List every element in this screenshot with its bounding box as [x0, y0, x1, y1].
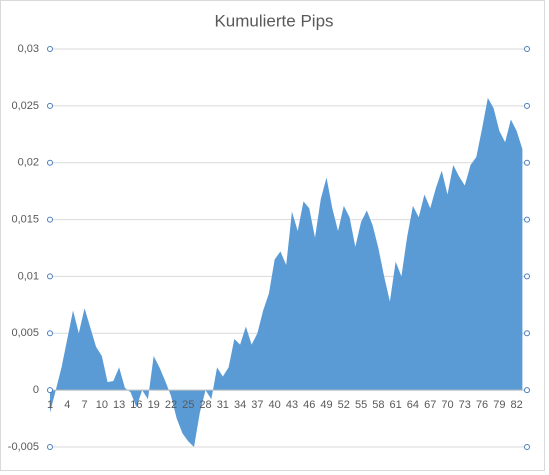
x-tick-label: 49 [320, 399, 332, 411]
gridline-handle [524, 102, 530, 109]
y-tick-label: 0,025 [11, 100, 39, 112]
x-tick-label: 55 [355, 399, 367, 411]
gridline-handle [524, 216, 530, 223]
x-tick-label: 4 [64, 399, 70, 411]
x-tick-label: 79 [493, 399, 505, 411]
gridline-handle [524, 387, 530, 394]
gridline-handle [524, 159, 530, 166]
gridline-handle [524, 46, 530, 52]
x-tick-label: 46 [303, 399, 315, 411]
x-tick-label: 10 [96, 399, 108, 411]
x-tick-label: 40 [269, 399, 281, 411]
x-tick-label: 43 [286, 399, 298, 411]
x-tick-label: 82 [511, 399, 523, 411]
x-tick-label: 13 [113, 399, 125, 411]
x-tick-label: 76 [476, 399, 488, 411]
y-tick-label: 0,015 [11, 213, 39, 225]
x-tick-label: 58 [372, 399, 384, 411]
x-tick-label: 67 [424, 399, 436, 411]
gridline-handle [524, 273, 530, 280]
gridline-handle [47, 387, 53, 394]
x-tick-label: 22 [165, 399, 177, 411]
gridline-handle [524, 444, 530, 450]
chart-title: Kumulierte Pips [214, 11, 333, 30]
gridline-handle [47, 46, 53, 52]
x-tick-label: 31 [217, 399, 229, 411]
y-tick-label: 0,01 [18, 270, 39, 282]
y-tick-label: 0,005 [11, 327, 39, 339]
x-tick-label: 1 [47, 399, 53, 411]
area [50, 97, 523, 447]
y-tick-label: -0,005 [8, 441, 39, 453]
y-tick-label: 0,02 [18, 157, 39, 169]
gridline-handle [47, 159, 53, 166]
x-tick-label: 52 [338, 399, 350, 411]
x-tick-label: 16 [130, 399, 142, 411]
gridline-handle [47, 444, 53, 450]
x-tick-label: 70 [441, 399, 453, 411]
gridline-handle [47, 273, 53, 280]
x-tick-label: 34 [234, 399, 246, 411]
x-tick-label: 37 [251, 399, 263, 411]
x-tick-label: 64 [407, 399, 419, 411]
gridline-handle [524, 330, 530, 337]
x-tick-label: 28 [199, 399, 211, 411]
gridline-handle [47, 102, 53, 109]
x-tick-label: 25 [182, 399, 194, 411]
gridline-handle [47, 330, 53, 337]
x-tick-label: 73 [459, 399, 471, 411]
y-tick-label: 0 [33, 384, 39, 396]
x-tick-label: 61 [390, 399, 402, 411]
y-tick-label: 0,03 [18, 43, 39, 55]
gridline-handle [47, 216, 53, 223]
x-tick-label: 7 [82, 399, 88, 411]
x-tick-label: 19 [148, 399, 160, 411]
